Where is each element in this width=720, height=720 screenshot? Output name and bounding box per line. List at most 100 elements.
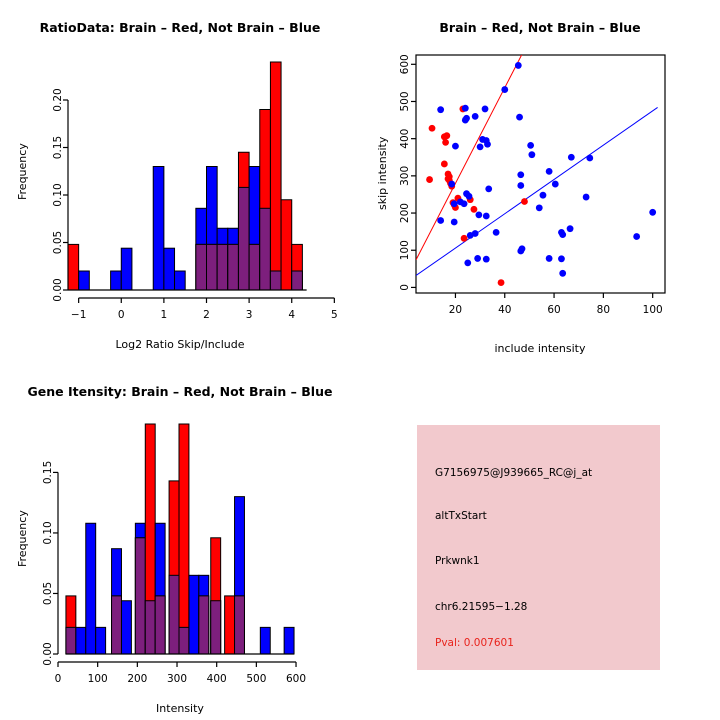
- gene-bar-red: [178, 423, 190, 655]
- gene-bar-overlap: [168, 574, 180, 655]
- scatter-point: [465, 192, 473, 200]
- gene-ytick-label: 0.05: [42, 582, 54, 605]
- gene-xtick-label: 100: [88, 673, 108, 685]
- scatter-fit-line: [416, 55, 523, 261]
- ratio-bar-overlap: [195, 243, 208, 291]
- ratio-hist-bar: [67, 243, 80, 291]
- ratio-hist-bar: [259, 109, 271, 291]
- scatter-point: [566, 225, 574, 233]
- gene-xtick-label: 0: [55, 673, 62, 685]
- ratio-bar-overlap: [269, 270, 282, 291]
- ratio-hist-bar: [195, 207, 208, 291]
- scatter-point: [428, 124, 436, 132]
- scatter-xaxis-label: include intensity: [494, 342, 586, 355]
- ratio-hist-bar: [174, 270, 186, 291]
- ratio-xtick-label: 0: [118, 309, 125, 321]
- gene-ytick-label: 0.10: [42, 521, 54, 544]
- gene-xtick-label: 600: [286, 673, 306, 685]
- gene-xtick-label: 200: [127, 673, 147, 685]
- gene-ytick-label: 0.00: [42, 642, 54, 665]
- scatter-point: [482, 212, 490, 220]
- ratio-hist-bar: [120, 247, 133, 291]
- gene-bar-overlap: [210, 600, 222, 655]
- gene-bar-overlap: [65, 626, 77, 655]
- gene-bar-overlap: [234, 595, 245, 655]
- gene-hist-bar: [188, 574, 200, 655]
- gene-hist-bar: [65, 595, 77, 655]
- scatter-xtick-label: 80: [597, 304, 610, 316]
- scatter-point: [559, 269, 567, 277]
- ratio-hist-bar: [216, 227, 229, 291]
- gene-bar-blue: [259, 626, 271, 655]
- scatter-point: [452, 142, 459, 150]
- ratio-hist-bar: [152, 166, 165, 291]
- gene-hist-bar: [95, 626, 107, 655]
- ratio-bar-overlap: [248, 243, 261, 291]
- gene-hist-bar: [224, 595, 236, 655]
- scatter-point: [527, 141, 535, 149]
- ratio-hist-bar: [269, 61, 282, 291]
- scatter-point: [518, 245, 526, 253]
- gene-bar-overlap: [198, 595, 210, 655]
- ratio-ytick-label: 0.05: [52, 231, 64, 254]
- gene-hist-plot: 0.00 0.05 0.10 0.15 0 100 200 300 400 500 600: [42, 423, 306, 685]
- panel-ratio-histogram: RatioData: Brain – Red, Not Brain – Blue…: [0, 0, 360, 360]
- gene-hist-bar: [111, 548, 122, 655]
- scatter-ytick-label: 200: [399, 203, 411, 223]
- scatter-point: [443, 132, 451, 140]
- scatter-point: [551, 180, 559, 188]
- scatter-plot: 0 100 200 300 400 500 600 20 40 60 80 100: [399, 54, 666, 316]
- scatter-point: [535, 204, 543, 212]
- gene-xtick-label: 300: [167, 673, 187, 685]
- gene-hist-bar: [134, 522, 146, 655]
- gene-bar-overlap: [154, 595, 166, 655]
- ratio-bar-overlap: [206, 243, 218, 291]
- scatter-point: [482, 137, 490, 144]
- gene-bar-blue: [85, 522, 97, 655]
- scatter-point: [633, 233, 641, 240]
- ratio-hist-yaxis-label: Frequency: [16, 143, 29, 200]
- ratio-ytick-label: 0.15: [52, 136, 64, 159]
- scatter-point: [448, 180, 456, 188]
- ratio-hist-bar: [206, 166, 218, 291]
- scatter-point: [514, 62, 522, 69]
- scatter-point: [471, 112, 479, 120]
- gene-bar-blue: [75, 626, 87, 655]
- scatter-ytick-label: 500: [399, 91, 411, 111]
- scatter-point: [649, 208, 657, 216]
- gene-name-text: Prkwnk1: [435, 555, 480, 567]
- scatter-point: [528, 151, 536, 159]
- gene-hist-bar: [198, 574, 210, 655]
- gene-bar-blue: [188, 574, 200, 655]
- locus-text: chr6.21595−1.28: [435, 601, 528, 613]
- gene-bar-overlap: [144, 600, 156, 655]
- scatter-point: [450, 200, 458, 208]
- ratio-bar-red: [67, 243, 80, 291]
- ratio-ytick-label: 0.10: [52, 183, 64, 206]
- ratio-hist-xaxis-label: Log2 Ratio Skip/Include: [115, 338, 245, 351]
- gene-bar-overlap: [134, 537, 146, 655]
- gene-bar-red: [224, 595, 236, 655]
- ratio-hist-title: RatioData: Brain – Red, Not Brain – Blue: [39, 20, 321, 35]
- ratio-bar-red: [269, 61, 282, 291]
- ratio-xtick-label: 5: [331, 309, 338, 321]
- ratio-bar-overlap: [227, 243, 239, 291]
- gene-hist-yaxis-label: Frequency: [16, 510, 29, 567]
- gene-hist-title: Gene Itensity: Brain – Red, Not Brain – …: [27, 384, 333, 399]
- scatter-point: [475, 211, 483, 219]
- scatter-point: [558, 255, 565, 263]
- gene-hist-bar: [75, 626, 87, 655]
- ratio-hist-bar: [163, 247, 176, 291]
- scatter-point: [485, 185, 493, 193]
- scatter-point: [517, 182, 525, 189]
- scatter-xtick-label: 60: [547, 304, 560, 316]
- scatter-point: [437, 217, 445, 224]
- scatter-ytick-label: 400: [399, 129, 411, 149]
- gene-bar-blue: [120, 600, 132, 655]
- scatter-point: [497, 279, 505, 286]
- scatter-point: [567, 153, 575, 161]
- scatter-xtick-label: 20: [449, 304, 462, 316]
- scatter-point: [539, 191, 547, 199]
- ratio-ytick-label: 0.20: [52, 88, 64, 111]
